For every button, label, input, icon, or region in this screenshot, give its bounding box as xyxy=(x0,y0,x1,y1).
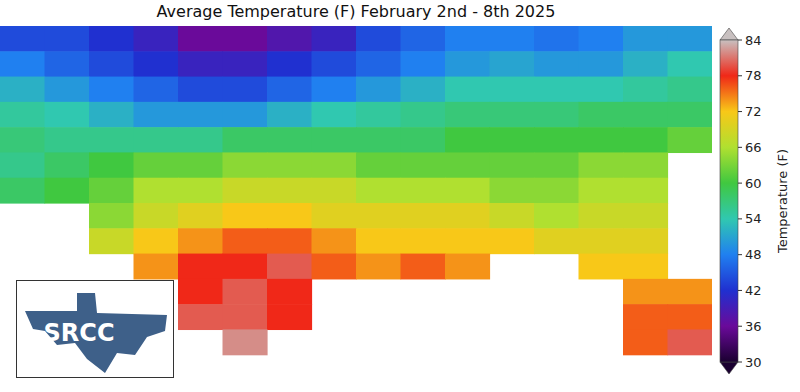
svg-text:30: 30 xyxy=(745,355,762,370)
svg-text:60: 60 xyxy=(745,176,762,191)
svg-text:SRCC: SRCC xyxy=(44,319,115,347)
svg-text:84: 84 xyxy=(745,33,762,48)
svg-text:36: 36 xyxy=(745,319,762,334)
svg-text:72: 72 xyxy=(745,104,762,119)
html-text:Average Temperature (F) Februa: Average Temperature (F) February 2nd - 8… xyxy=(156,2,556,21)
svg-text:78: 78 xyxy=(745,68,762,83)
svg-text:Temperature (F): Temperature (F) xyxy=(775,149,790,254)
svg-text:48: 48 xyxy=(745,247,762,262)
svg-text:66: 66 xyxy=(745,140,762,155)
svg-text:54: 54 xyxy=(745,211,762,226)
svg-text:42: 42 xyxy=(745,283,762,298)
